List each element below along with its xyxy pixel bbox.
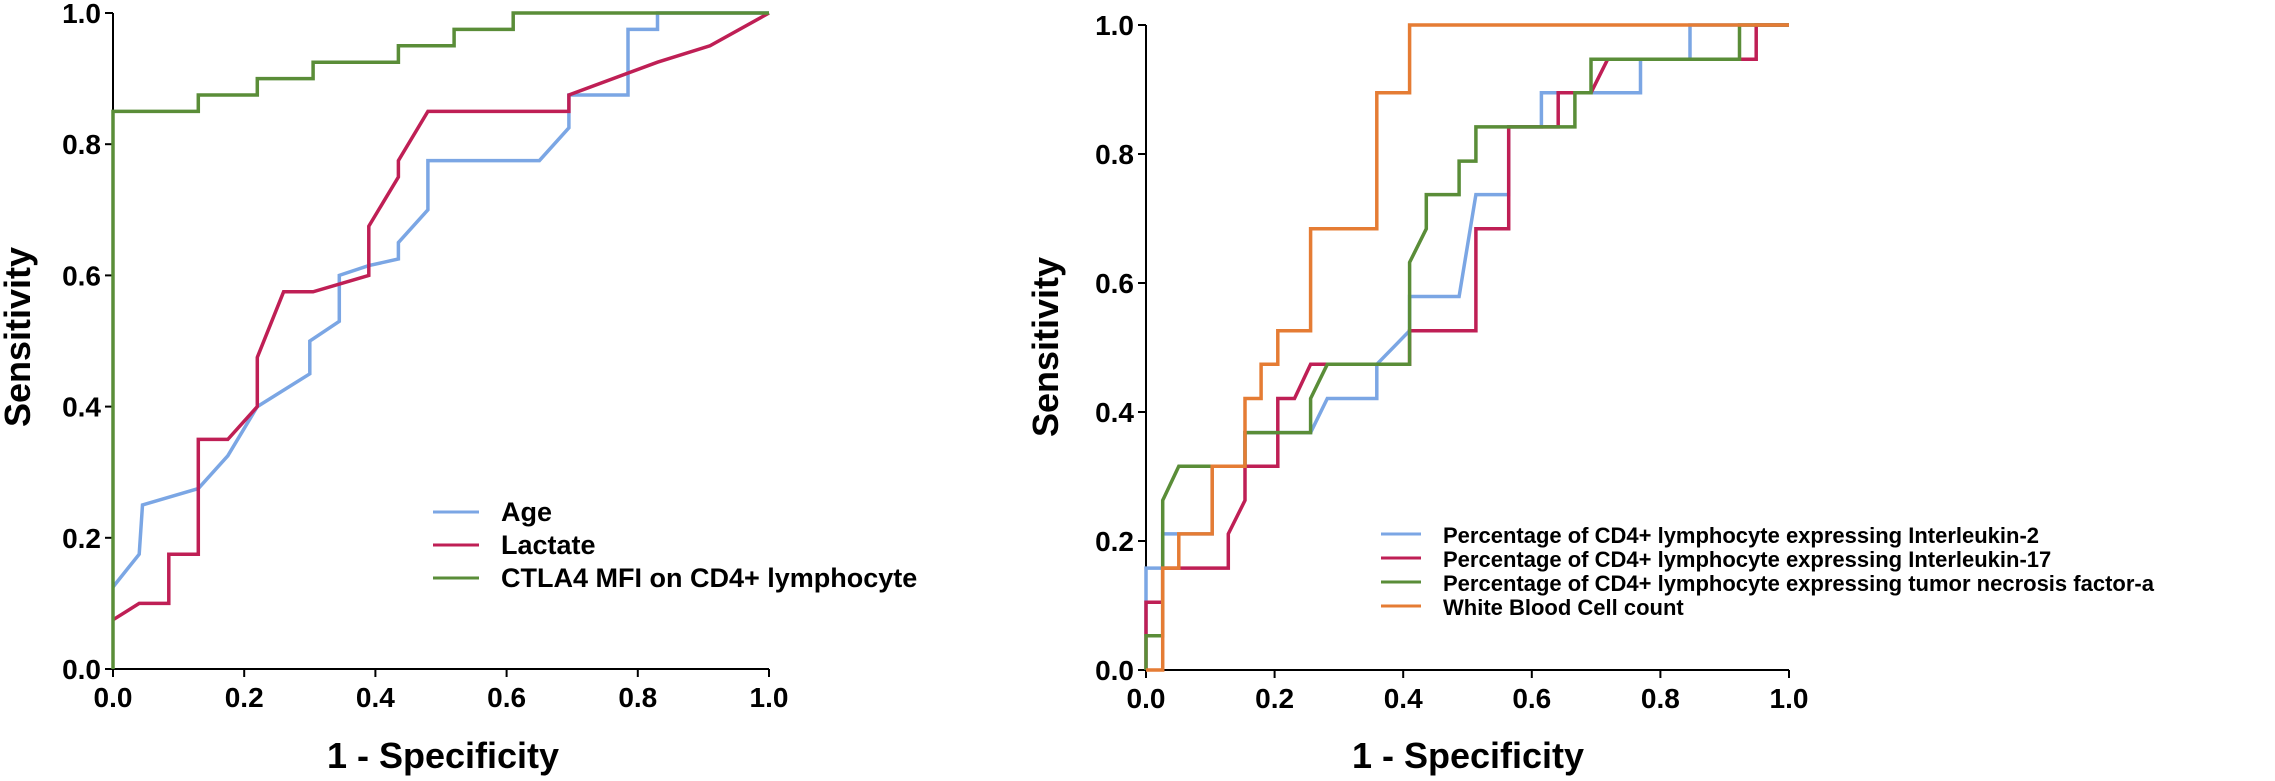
legend-label: Age	[501, 497, 552, 527]
y-tick-label: 0.0	[62, 654, 101, 685]
y-tick-label: 1.0	[1095, 10, 1134, 41]
x-tick-label: 1.0	[750, 682, 789, 713]
axes-right: 0.0 0.2 0.4 0.6 0.8 1.0 0.0 0.2 0.4 0.6 0.8 1.0	[1095, 10, 1808, 714]
x-tick-label: 1.0	[1770, 683, 1809, 714]
y-tick-label: 0.4	[1095, 397, 1134, 428]
legend-label: White Blood Cell count	[1443, 595, 1684, 620]
legend-label: CTLA4 MFI on CD4+ lymphocyte	[501, 563, 917, 593]
x-tick-label: 0.8	[1641, 683, 1680, 714]
x-tick-label: 0.2	[1255, 683, 1294, 714]
y-tick-label: 0.6	[62, 260, 101, 291]
y-axis-title-left: Sensitivity	[0, 247, 38, 427]
legend-label: Percentage of CD4+ lymphocyte expressing…	[1443, 523, 2039, 548]
y-tick-label: 0.2	[1095, 526, 1134, 557]
x-tick-label: 0.0	[1127, 683, 1166, 714]
x-tick-label: 0.6	[487, 682, 526, 713]
x-tick-label: 0.4	[356, 682, 395, 713]
roc-curve-0-2	[111, 11, 769, 669]
axes-left: 0.0 0.2 0.4 0.6 0.8 1.0 0.0 0.2 0.4 0.6 0.8 1.0	[62, 0, 788, 713]
y-tick-label: 0.6	[1095, 268, 1134, 299]
chart-panel-right: 0.0 0.2 0.4 0.6 0.8 1.0 0.0 0.2 0.4 0.6 0.8 1.0 Per…	[1025, 10, 2155, 776]
x-tick-label: 0.0	[94, 682, 133, 713]
x-axis-title-left: 1 - Specificity	[327, 735, 559, 776]
roc-curve-1-2	[1144, 23, 1789, 670]
legend-label: Percentage of CD4+ lymphocyte expressing…	[1443, 571, 2155, 596]
y-tick-label: 0.0	[1095, 655, 1134, 686]
legend-right: Percentage of CD4+ lymphocyte expressing…	[1381, 523, 2155, 620]
roc-curve-0-1	[112, 11, 770, 622]
y-axis-title-right: Sensitivity	[1025, 257, 1066, 437]
y-tick-label: 1.0	[62, 0, 101, 29]
legend-label: Lactate	[501, 530, 596, 560]
roc-curve-0-0	[111, 11, 769, 589]
y-tick-label: 0.8	[1095, 139, 1134, 170]
legend-label: Percentage of CD4+ lymphocyte expressing…	[1443, 547, 2051, 572]
series-layer-right	[1144, 23, 1789, 672]
x-tick-label: 0.4	[1384, 683, 1423, 714]
series-layer-left	[111, 11, 770, 669]
y-tick-label: 0.4	[62, 392, 101, 423]
x-tick-label: 0.8	[618, 682, 657, 713]
x-tick-label: 0.6	[1512, 683, 1551, 714]
roc-curve-1-3	[1146, 23, 1789, 672]
x-axis-title-right: 1 - Specificity	[1352, 735, 1584, 776]
chart-panel-left: 0.0 0.2 0.4 0.6 0.8 1.0 0.0 0.2 0.4 0.6 0.8 1.0 Age…	[0, 0, 917, 776]
y-tick-label: 0.2	[62, 523, 101, 554]
x-tick-label: 0.2	[225, 682, 264, 713]
y-tick-label: 0.8	[62, 129, 101, 160]
